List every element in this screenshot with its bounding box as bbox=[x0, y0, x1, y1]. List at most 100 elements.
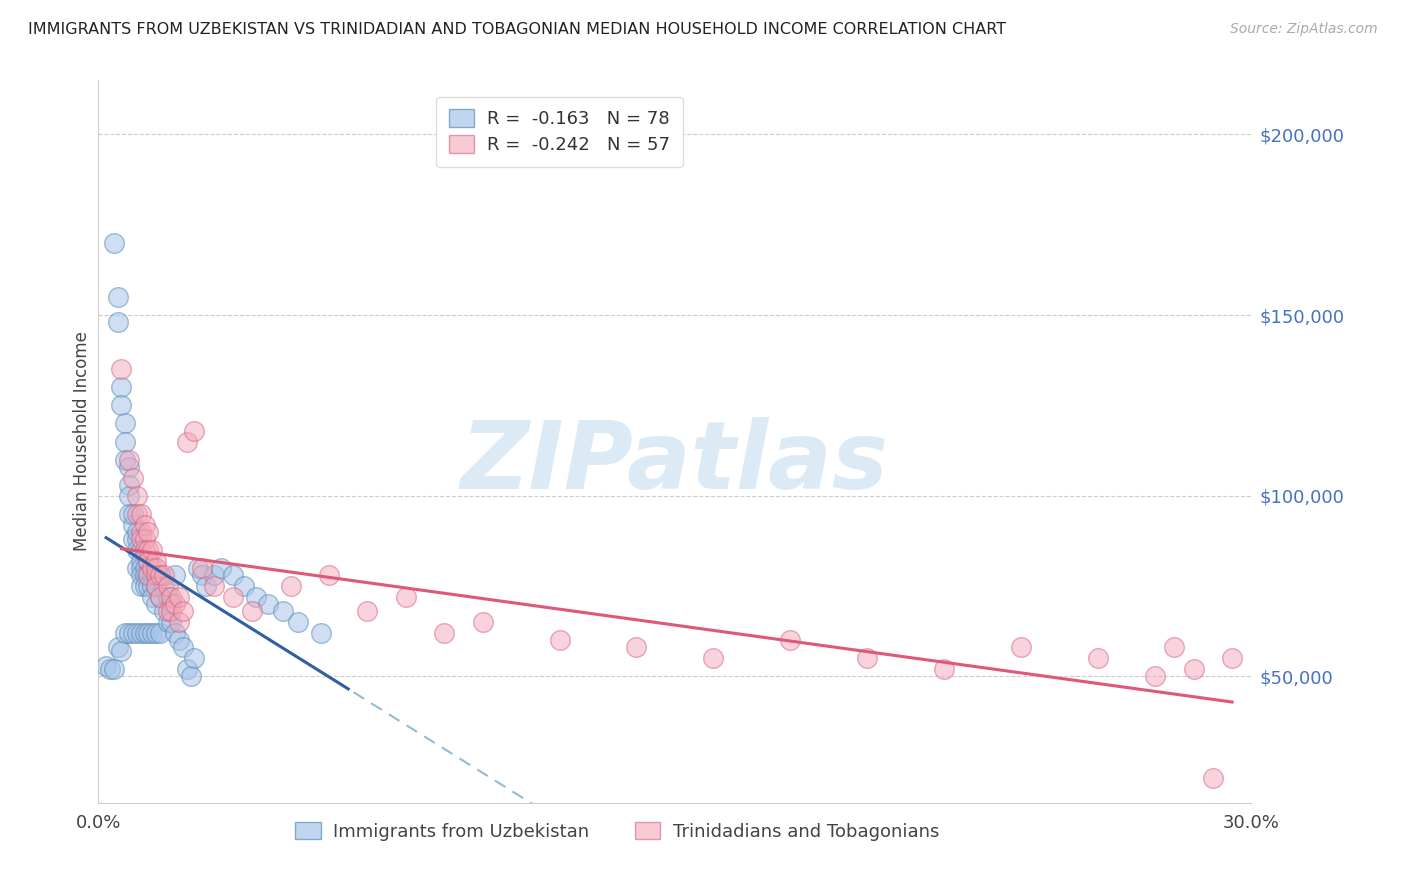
Point bbox=[129, 579, 152, 593]
Point bbox=[183, 424, 205, 438]
Point bbox=[145, 626, 167, 640]
Point bbox=[195, 579, 218, 593]
Point bbox=[167, 615, 190, 630]
Point bbox=[1202, 771, 1225, 785]
Point bbox=[94, 658, 117, 673]
Point bbox=[152, 579, 174, 593]
Point bbox=[156, 615, 179, 630]
Point bbox=[165, 626, 187, 640]
Point bbox=[125, 561, 148, 575]
Point bbox=[141, 568, 163, 582]
Point bbox=[145, 561, 167, 575]
Point bbox=[152, 604, 174, 618]
Point bbox=[114, 626, 136, 640]
Point bbox=[129, 507, 152, 521]
Point bbox=[1182, 662, 1205, 676]
Point bbox=[271, 604, 294, 618]
Point bbox=[160, 615, 183, 630]
Point bbox=[114, 417, 136, 431]
Point bbox=[172, 604, 194, 618]
Point bbox=[129, 554, 152, 568]
Point bbox=[141, 561, 163, 575]
Point bbox=[1163, 640, 1185, 655]
Point bbox=[256, 597, 278, 611]
Point bbox=[856, 651, 879, 665]
Point bbox=[165, 568, 187, 582]
Point bbox=[129, 626, 152, 640]
Legend: Immigrants from Uzbekistan, Trinidadians and Tobagonians: Immigrants from Uzbekistan, Trinidadians… bbox=[288, 814, 946, 848]
Point bbox=[152, 568, 174, 582]
Point bbox=[134, 532, 156, 546]
Point bbox=[107, 640, 129, 655]
Point bbox=[149, 626, 172, 640]
Point bbox=[122, 470, 145, 484]
Point bbox=[134, 517, 156, 532]
Point bbox=[122, 532, 145, 546]
Point bbox=[287, 615, 309, 630]
Point bbox=[138, 554, 160, 568]
Point bbox=[138, 579, 160, 593]
Point bbox=[160, 597, 183, 611]
Point bbox=[118, 452, 141, 467]
Point bbox=[149, 590, 172, 604]
Point bbox=[134, 561, 156, 575]
Point bbox=[110, 644, 132, 658]
Point bbox=[160, 590, 183, 604]
Point bbox=[356, 604, 378, 618]
Point bbox=[122, 517, 145, 532]
Point bbox=[122, 626, 145, 640]
Point bbox=[202, 568, 225, 582]
Point bbox=[167, 633, 190, 648]
Point bbox=[138, 524, 160, 539]
Point bbox=[548, 633, 571, 648]
Point bbox=[1220, 651, 1243, 665]
Point bbox=[98, 662, 121, 676]
Point bbox=[138, 554, 160, 568]
Point bbox=[626, 640, 648, 655]
Point bbox=[149, 568, 172, 582]
Point bbox=[138, 568, 160, 582]
Text: ZIPatlas: ZIPatlas bbox=[461, 417, 889, 509]
Point bbox=[138, 568, 160, 582]
Point bbox=[149, 590, 172, 604]
Point bbox=[318, 568, 340, 582]
Point bbox=[110, 380, 132, 394]
Point bbox=[114, 434, 136, 449]
Point bbox=[145, 579, 167, 593]
Point bbox=[118, 459, 141, 474]
Point bbox=[471, 615, 494, 630]
Point bbox=[233, 579, 256, 593]
Y-axis label: Median Household Income: Median Household Income bbox=[73, 332, 91, 551]
Point bbox=[118, 478, 141, 492]
Text: IMMIGRANTS FROM UZBEKISTAN VS TRINIDADIAN AND TOBAGONIAN MEDIAN HOUSEHOLD INCOME: IMMIGRANTS FROM UZBEKISTAN VS TRINIDADIA… bbox=[28, 22, 1007, 37]
Point bbox=[118, 626, 141, 640]
Point bbox=[125, 626, 148, 640]
Point bbox=[779, 633, 801, 648]
Point bbox=[191, 561, 214, 575]
Point bbox=[1144, 669, 1167, 683]
Point bbox=[202, 579, 225, 593]
Point bbox=[395, 590, 418, 604]
Point bbox=[114, 452, 136, 467]
Point bbox=[176, 662, 198, 676]
Point bbox=[138, 542, 160, 557]
Point bbox=[110, 398, 132, 412]
Point bbox=[191, 568, 214, 582]
Point bbox=[125, 542, 148, 557]
Point bbox=[103, 662, 125, 676]
Point bbox=[145, 579, 167, 593]
Point bbox=[125, 507, 148, 521]
Point bbox=[1010, 640, 1032, 655]
Point bbox=[222, 590, 245, 604]
Point bbox=[134, 542, 156, 557]
Point bbox=[122, 507, 145, 521]
Point bbox=[145, 597, 167, 611]
Point bbox=[134, 568, 156, 582]
Point bbox=[209, 561, 232, 575]
Point bbox=[183, 651, 205, 665]
Point bbox=[176, 434, 198, 449]
Point bbox=[107, 290, 129, 304]
Point bbox=[702, 651, 724, 665]
Point bbox=[180, 669, 202, 683]
Point bbox=[932, 662, 955, 676]
